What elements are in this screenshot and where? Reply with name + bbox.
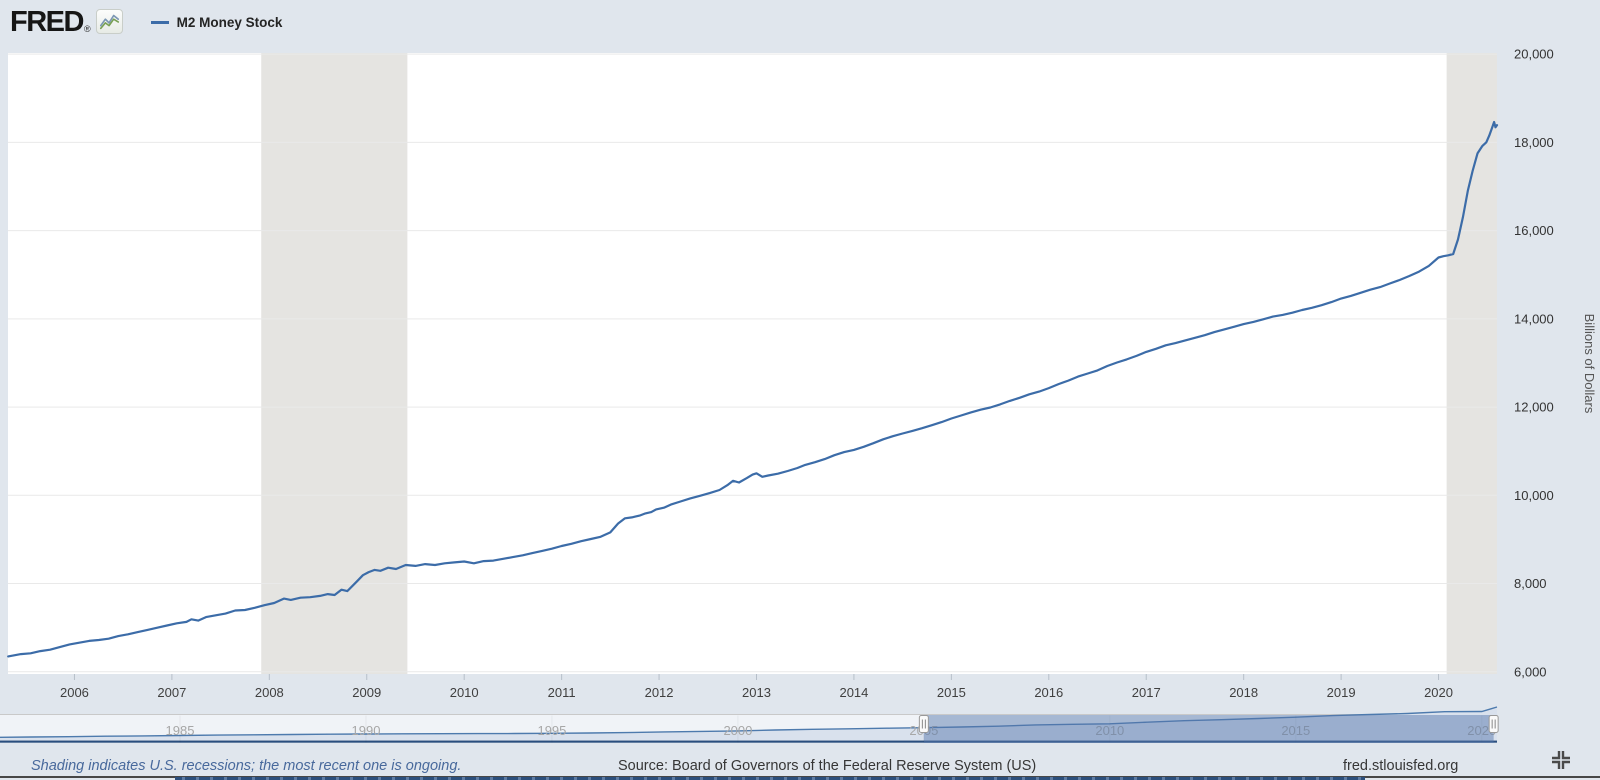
m2-series-line — [7, 120, 1499, 658]
y-axis-label: 18,000 — [1514, 135, 1554, 150]
slider-year-label: 2010 — [1095, 723, 1124, 738]
chart-header: FRED ® M2 Money Stock — [0, 0, 1600, 44]
registered-mark: ® — [83, 24, 91, 34]
slider-year-label: 2000 — [723, 723, 752, 738]
clipped-notes-bar — [175, 777, 1365, 780]
x-axis-label: 2015 — [937, 685, 966, 700]
slider-year-label: 1985 — [166, 723, 195, 738]
x-axis-label: 2011 — [548, 685, 576, 700]
y-axis-label: 10,000 — [1514, 488, 1554, 503]
recession-shading-band — [261, 53, 408, 674]
slider-handle-left[interactable] — [918, 715, 929, 733]
y-axis-label: 14,000 — [1514, 311, 1554, 326]
y-axis-label: 12,000 — [1514, 400, 1554, 415]
x-axis-label: 2009 — [352, 685, 381, 700]
x-axis-label: 2016 — [1034, 685, 1063, 700]
m2-money-stock-chart[interactable]: 2006 2007 2008 2009 2010 2011 2012 2013 2014 2015… — [0, 0, 1600, 748]
recession-note-link[interactable]: Shading indicates U.S. recessions; the m… — [31, 758, 462, 774]
slider-handle-right[interactable] — [1488, 715, 1499, 733]
x-axis-label: 2020 — [1424, 685, 1453, 700]
x-axis-label: 2007 — [157, 685, 186, 700]
x-axis-label: 2008 — [255, 685, 284, 700]
x-axis-label: 2010 — [450, 685, 479, 700]
y-axis-label: 16,000 — [1514, 223, 1554, 238]
x-axis-label: 2012 — [645, 685, 674, 700]
y-axis-label: 6,000 — [1514, 664, 1547, 679]
slider-selection-range[interactable] — [923, 715, 1494, 743]
fred-sparkline-icon — [95, 9, 123, 34]
y-axis-title: Billions of Dollars — [1582, 314, 1597, 414]
x-axis-label: 2019 — [1327, 685, 1356, 700]
collapse-arrows-icon[interactable] — [1550, 749, 1572, 771]
slider-area-line — [0, 706, 1498, 738]
slider-baseline — [0, 740, 1497, 743]
slider-year-label: 1995 — [537, 723, 566, 738]
legend-line-swatch — [150, 20, 169, 24]
recession-shading-band — [1446, 53, 1497, 674]
series-legend: M2 Money Stock — [150, 14, 283, 30]
slider-year-label: 1990 — [352, 723, 381, 738]
plot-area[interactable] — [8, 53, 1497, 674]
x-axis-label: 2014 — [839, 685, 868, 700]
x-axis-label: 2013 — [742, 685, 771, 700]
x-axis-label: 2017 — [1132, 685, 1161, 700]
x-axis-label: 2018 — [1229, 685, 1258, 700]
fred-logo[interactable]: FRED ® — [10, 6, 123, 38]
y-axis-label: 8,000 — [1514, 576, 1547, 591]
legend-label: M2 Money Stock — [176, 14, 283, 30]
fred-wordmark: FRED — [10, 6, 84, 38]
x-axis-label: 2006 — [60, 685, 89, 700]
source-text: Source: Board of Governors of the Federa… — [618, 758, 1037, 774]
y-axis-label: 20,000 — [1514, 47, 1554, 62]
slider-area-fill — [0, 707, 1497, 740]
slider-year-label: 2015 — [1281, 723, 1310, 738]
fred-site-link[interactable]: fred.stlouisfed.org — [1343, 758, 1459, 774]
